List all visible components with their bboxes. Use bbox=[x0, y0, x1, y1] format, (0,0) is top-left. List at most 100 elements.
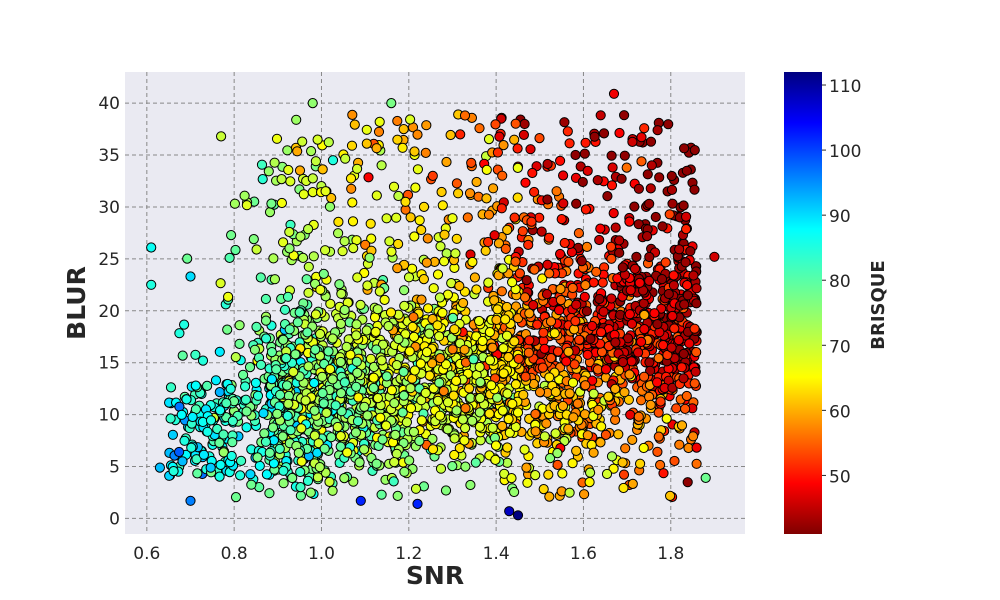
scatter-point bbox=[284, 324, 295, 335]
x-tick-label: 1.8 bbox=[657, 544, 684, 564]
scatter-point bbox=[522, 477, 533, 488]
scatter-point bbox=[512, 162, 523, 173]
scatter-point bbox=[500, 314, 511, 325]
y-tick-label: 15 bbox=[98, 354, 120, 374]
scatter-point bbox=[274, 443, 285, 454]
scatter-point bbox=[393, 190, 404, 202]
scatter-point bbox=[376, 160, 387, 171]
scatter-point bbox=[642, 169, 653, 180]
scatter-point bbox=[278, 478, 289, 489]
scatter-point bbox=[523, 347, 534, 358]
scatter-point bbox=[347, 216, 359, 227]
scatter-point bbox=[407, 321, 418, 332]
scatter-point bbox=[427, 433, 438, 444]
scatter-point bbox=[527, 167, 538, 179]
scatter-point bbox=[462, 212, 473, 223]
scatter-point bbox=[564, 138, 575, 149]
scatter-point bbox=[546, 353, 557, 364]
scatter-point bbox=[541, 289, 553, 300]
scatter-point bbox=[373, 126, 385, 137]
scatter-point bbox=[424, 370, 435, 381]
x-axis-title: SNR bbox=[406, 561, 464, 590]
scatter-point bbox=[177, 350, 188, 361]
scatter-point bbox=[489, 295, 500, 306]
scatter-point bbox=[181, 394, 192, 405]
scatter-point bbox=[197, 355, 209, 366]
scatter-point bbox=[320, 186, 331, 197]
scatter-point bbox=[558, 170, 569, 181]
scatter-point bbox=[435, 463, 447, 474]
scatter-point bbox=[297, 252, 309, 263]
scatter-point bbox=[627, 478, 638, 489]
scatter-point bbox=[474, 315, 485, 327]
scatter-point bbox=[510, 379, 522, 390]
scatter-point bbox=[681, 211, 692, 222]
scatter-point bbox=[477, 335, 488, 347]
scatter-point bbox=[663, 288, 674, 300]
scatter-point bbox=[353, 392, 364, 403]
scatter-point bbox=[165, 413, 176, 424]
scatter-point bbox=[691, 442, 702, 453]
scatter-point bbox=[401, 417, 412, 428]
scatter-point bbox=[421, 347, 432, 358]
colorbar-tick-label: 90 bbox=[829, 207, 851, 227]
scatter-point bbox=[205, 415, 217, 426]
scatter-point bbox=[179, 319, 190, 330]
scatter-point bbox=[409, 231, 420, 242]
scatter-point bbox=[667, 198, 678, 209]
y-tick-label: 0 bbox=[109, 509, 120, 529]
scatter-point bbox=[459, 344, 470, 355]
scatter-point bbox=[663, 119, 674, 130]
scatter-point bbox=[282, 145, 293, 156]
scatter-point bbox=[192, 468, 203, 479]
scatter-point bbox=[557, 400, 569, 412]
scatter-point bbox=[455, 129, 466, 140]
scatter-point bbox=[361, 138, 372, 149]
scatter-point bbox=[241, 200, 252, 211]
scatter-point bbox=[271, 133, 283, 144]
scatter-point bbox=[226, 230, 237, 241]
scatter-point bbox=[276, 174, 287, 185]
scatter-point bbox=[222, 324, 233, 335]
scatter-point bbox=[631, 251, 642, 262]
scatter-point bbox=[484, 327, 495, 338]
scatter-point bbox=[257, 174, 268, 185]
scatter-point bbox=[282, 291, 294, 302]
scatter-point bbox=[562, 126, 573, 137]
scatter-point bbox=[285, 425, 296, 436]
scatter-point bbox=[434, 292, 445, 303]
scatter-point bbox=[239, 190, 250, 201]
scatter-point bbox=[442, 397, 454, 408]
scatter-point bbox=[474, 123, 485, 134]
scatter-point bbox=[212, 423, 223, 435]
scatter-point bbox=[525, 144, 536, 155]
y-tick-label: 25 bbox=[98, 250, 120, 270]
scatter-point bbox=[339, 377, 350, 388]
scatter-point bbox=[555, 248, 566, 260]
scatter-point bbox=[574, 334, 585, 345]
scatter-point bbox=[434, 410, 446, 421]
scatter-point bbox=[481, 193, 492, 204]
scatter-point bbox=[391, 448, 402, 459]
scatter-point bbox=[676, 362, 687, 373]
scatter-point bbox=[267, 422, 279, 433]
scatter-point bbox=[288, 366, 299, 377]
scatter-point bbox=[360, 239, 371, 250]
scatter-point bbox=[487, 422, 498, 433]
scatter-point bbox=[314, 462, 325, 473]
scatter-point bbox=[501, 330, 513, 341]
scatter-point bbox=[276, 197, 287, 209]
scatter-point bbox=[654, 172, 665, 183]
scatter-point bbox=[569, 324, 580, 335]
scatter-point bbox=[567, 458, 578, 469]
scatter-point bbox=[610, 406, 621, 417]
scatter-point bbox=[272, 408, 283, 419]
scatter-point bbox=[202, 426, 213, 437]
scatter-point bbox=[197, 416, 208, 428]
scatter-point bbox=[633, 411, 644, 422]
scatter-point bbox=[398, 124, 409, 135]
colorbar: 50 60 70 80 90 100 110 BRISQUE bbox=[784, 72, 889, 534]
scatter-point bbox=[652, 377, 663, 388]
scatter-point bbox=[335, 318, 346, 329]
scatter-point bbox=[650, 211, 661, 223]
